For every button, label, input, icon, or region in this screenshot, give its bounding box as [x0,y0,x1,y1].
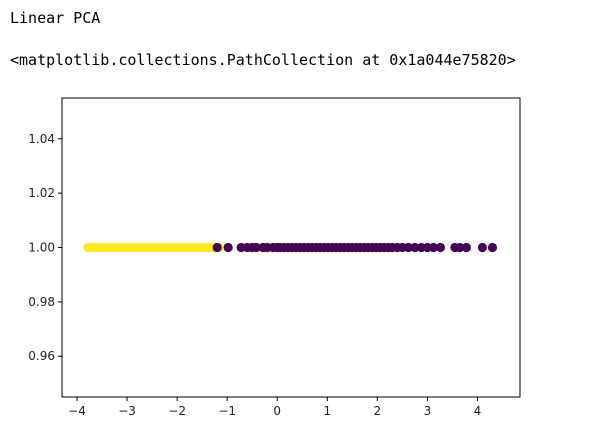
x-tick-label: 1 [323,404,331,418]
data-point [487,242,498,253]
x-axis-ticks: −4 −3 −2 −1 0 1 2 3 4 [68,397,481,418]
x-tick-label: −2 [168,404,186,418]
data-point [223,242,233,253]
data-point [403,242,413,253]
data-point [455,242,465,253]
y-tick-label: 1.04 [28,132,55,146]
y-axis-ticks: 0.96 0.98 1.00 1.02 1.04 [28,132,62,363]
x-tick-label: 4 [474,404,482,418]
data-points [83,242,498,253]
data-point [477,242,488,253]
data-point [410,242,420,253]
y-tick-label: 0.98 [28,295,55,309]
x-tick-label: −1 [218,404,236,418]
data-point [461,242,472,253]
cell-output-repr: <matplotlib.collections.PathCollection a… [10,51,516,69]
x-tick-label: −4 [68,404,86,418]
data-point [428,242,439,253]
x-tick-label: 2 [374,404,382,418]
y-tick-label: 1.00 [28,241,55,255]
x-tick-label: 0 [273,404,281,418]
data-point [251,242,261,253]
y-tick-label: 1.02 [28,186,55,200]
x-tick-label: −3 [118,404,136,418]
data-point [435,242,446,253]
y-tick-label: 0.96 [28,349,55,363]
x-tick-label: 3 [424,404,432,418]
data-point [212,242,222,253]
cell-stdout-text: Linear PCA [10,9,101,27]
